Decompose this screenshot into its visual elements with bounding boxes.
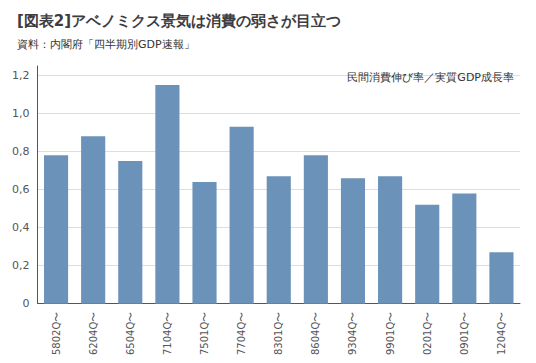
svg-text:1,2: 1,2 xyxy=(12,69,30,82)
svg-text:7501Q〜: 7501Q〜 xyxy=(199,312,210,355)
svg-text:1204Q〜: 1204Q〜 xyxy=(496,312,507,355)
svg-text:1,0: 1,0 xyxy=(12,107,30,120)
svg-text:8604Q〜: 8604Q〜 xyxy=(310,312,321,355)
svg-text:0,6: 0,6 xyxy=(12,183,30,196)
svg-text:6204Q〜: 6204Q〜 xyxy=(88,312,99,355)
svg-text:0201Q〜: 0201Q〜 xyxy=(422,312,433,355)
svg-text:5802Q〜: 5802Q〜 xyxy=(51,312,62,355)
svg-text:資料：内閣府「四半期別GDP速報」: 資料：内閣府「四半期別GDP速報」 xyxy=(17,38,195,51)
svg-text:7104Q〜: 7104Q〜 xyxy=(162,312,173,355)
svg-text:9304Q〜: 9304Q〜 xyxy=(347,312,358,355)
svg-text:8301Q〜: 8301Q〜 xyxy=(273,312,284,355)
svg-text:0,2: 0,2 xyxy=(12,259,30,272)
svg-text:9901Q〜: 9901Q〜 xyxy=(385,312,396,355)
svg-text:7704Q〜: 7704Q〜 xyxy=(236,312,247,355)
svg-text:0,4: 0,4 xyxy=(12,221,30,234)
svg-text:0,8: 0,8 xyxy=(12,145,30,158)
svg-text:[図表2]アベノミクス景気は消費の弱さが目立つ: [図表2]アベノミクス景気は消費の弱さが目立つ xyxy=(17,12,341,30)
svg-text:0: 0 xyxy=(22,297,29,310)
svg-text:0901Q〜: 0901Q〜 xyxy=(459,312,470,355)
svg-text:6504Q〜: 6504Q〜 xyxy=(125,312,136,355)
svg-text:民間消費伸び率／実質GDP成長率: 民間消費伸び率／実質GDP成長率 xyxy=(347,71,514,84)
